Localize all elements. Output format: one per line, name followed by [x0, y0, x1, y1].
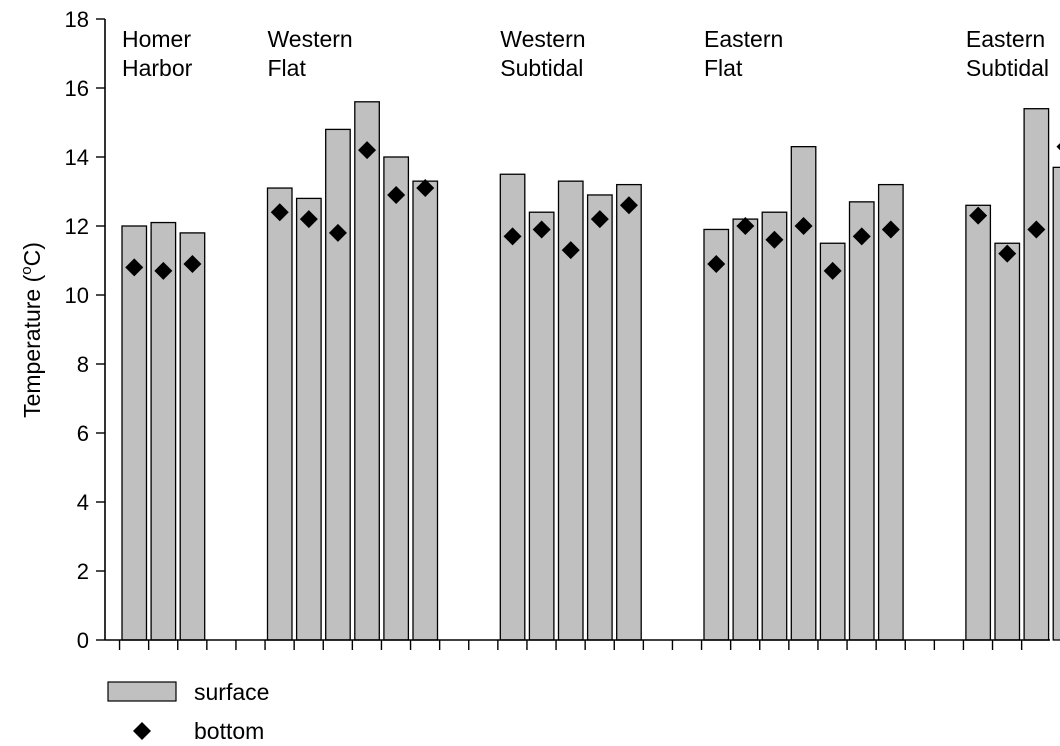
surface-bar [994, 242, 1021, 641]
bottom-marker [969, 206, 988, 225]
bottom-marker [590, 210, 609, 229]
surface-bar [1052, 166, 1060, 641]
group-label-line: Flat [268, 55, 307, 81]
group-label-line: Flat [704, 55, 743, 81]
group-label-line: Homer [122, 26, 191, 52]
bottom-marker [328, 223, 347, 242]
surface-bar [325, 128, 351, 641]
y-tick-label: 2 [77, 559, 89, 584]
y-tick-label: 0 [77, 628, 89, 653]
surface-bar [295, 197, 322, 641]
bottom-marker [852, 227, 871, 246]
bottom-marker [270, 203, 289, 222]
group-label-line: Harbor [122, 55, 193, 81]
bottom-marker [736, 217, 755, 235]
bottom-marker [125, 258, 144, 277]
surface-bars [121, 101, 1060, 641]
bottom-marker [503, 227, 522, 246]
y-tick-label: 10 [65, 283, 89, 308]
bottom-marker [794, 217, 813, 235]
bottom-marker [299, 210, 318, 229]
legend-marker-bottom [133, 722, 151, 740]
bottom-marker [561, 241, 580, 260]
bottom-marker [823, 261, 842, 280]
surface-bar [383, 156, 410, 641]
group-label-line: Subtidal [500, 55, 583, 81]
legend-swatch-surface [107, 681, 177, 702]
surface-bar [1023, 108, 1050, 641]
bottom-marker [619, 196, 638, 215]
surface-bar [761, 211, 788, 641]
group-label-line: Subtidal [966, 55, 1049, 81]
group-label-line: Eastern [704, 26, 783, 52]
bottom-markers [125, 141, 1060, 280]
surface-bar [179, 232, 206, 641]
group-label-line: Western [500, 26, 585, 52]
group-label-line: Eastern [966, 26, 1045, 52]
bottom-marker [387, 185, 406, 204]
y-tick-label: 4 [77, 490, 89, 515]
y-tick-label: 12 [65, 214, 89, 239]
bottom-marker [881, 220, 900, 239]
legend-label-bottom: bottom [194, 718, 264, 744]
bottom-marker [1056, 143, 1060, 151]
group-label-line: Western [268, 26, 353, 52]
surface-bar [150, 221, 177, 641]
bottom-marker [532, 220, 551, 239]
y-tick-label: 6 [77, 421, 89, 446]
y-tick-label: 16 [65, 76, 89, 101]
surface-bar [266, 187, 293, 641]
y-axis-title-unit: C) [19, 242, 45, 266]
surface-bar [528, 211, 555, 641]
surface-bar [848, 201, 875, 641]
y-axis-title: Temperature (oC) [18, 242, 45, 418]
x-axis-ticks [118, 640, 1023, 650]
surface-bar [819, 242, 846, 641]
bottom-marker [1027, 220, 1046, 239]
surface-bar [412, 180, 439, 641]
surface-bar [586, 194, 613, 641]
y-axis-title-text: Temperature ( [19, 274, 45, 418]
legend-label-surface: surface [194, 679, 269, 705]
surface-bar [732, 218, 759, 641]
bottom-marker [416, 179, 435, 198]
y-tick-label: 18 [65, 7, 89, 32]
y-axis-title-superscript: o [18, 266, 35, 274]
surface-bar [703, 228, 730, 641]
surface-bar [965, 204, 992, 641]
bottom-marker [154, 261, 173, 280]
surface-bar [499, 173, 526, 641]
bottom-marker [765, 230, 784, 249]
legend: surface bottom [107, 679, 269, 744]
bottom-marker [358, 141, 377, 160]
y-tick-label: 8 [77, 352, 89, 377]
y-tick-label: 14 [65, 145, 89, 170]
bottom-marker [998, 244, 1017, 263]
surface-bar [354, 101, 380, 641]
bottom-marker [183, 254, 202, 273]
bottom-marker [707, 254, 726, 273]
surface-bar [877, 183, 904, 641]
group-labels: Homer Harbor Western Flat Western Subtidal Eas… [122, 26, 1049, 81]
surface-bar [121, 225, 148, 641]
y-axis-ticks: 0 2 4 6 8 10 12 14 16 18 [65, 7, 105, 653]
surface-bar [616, 183, 642, 641]
